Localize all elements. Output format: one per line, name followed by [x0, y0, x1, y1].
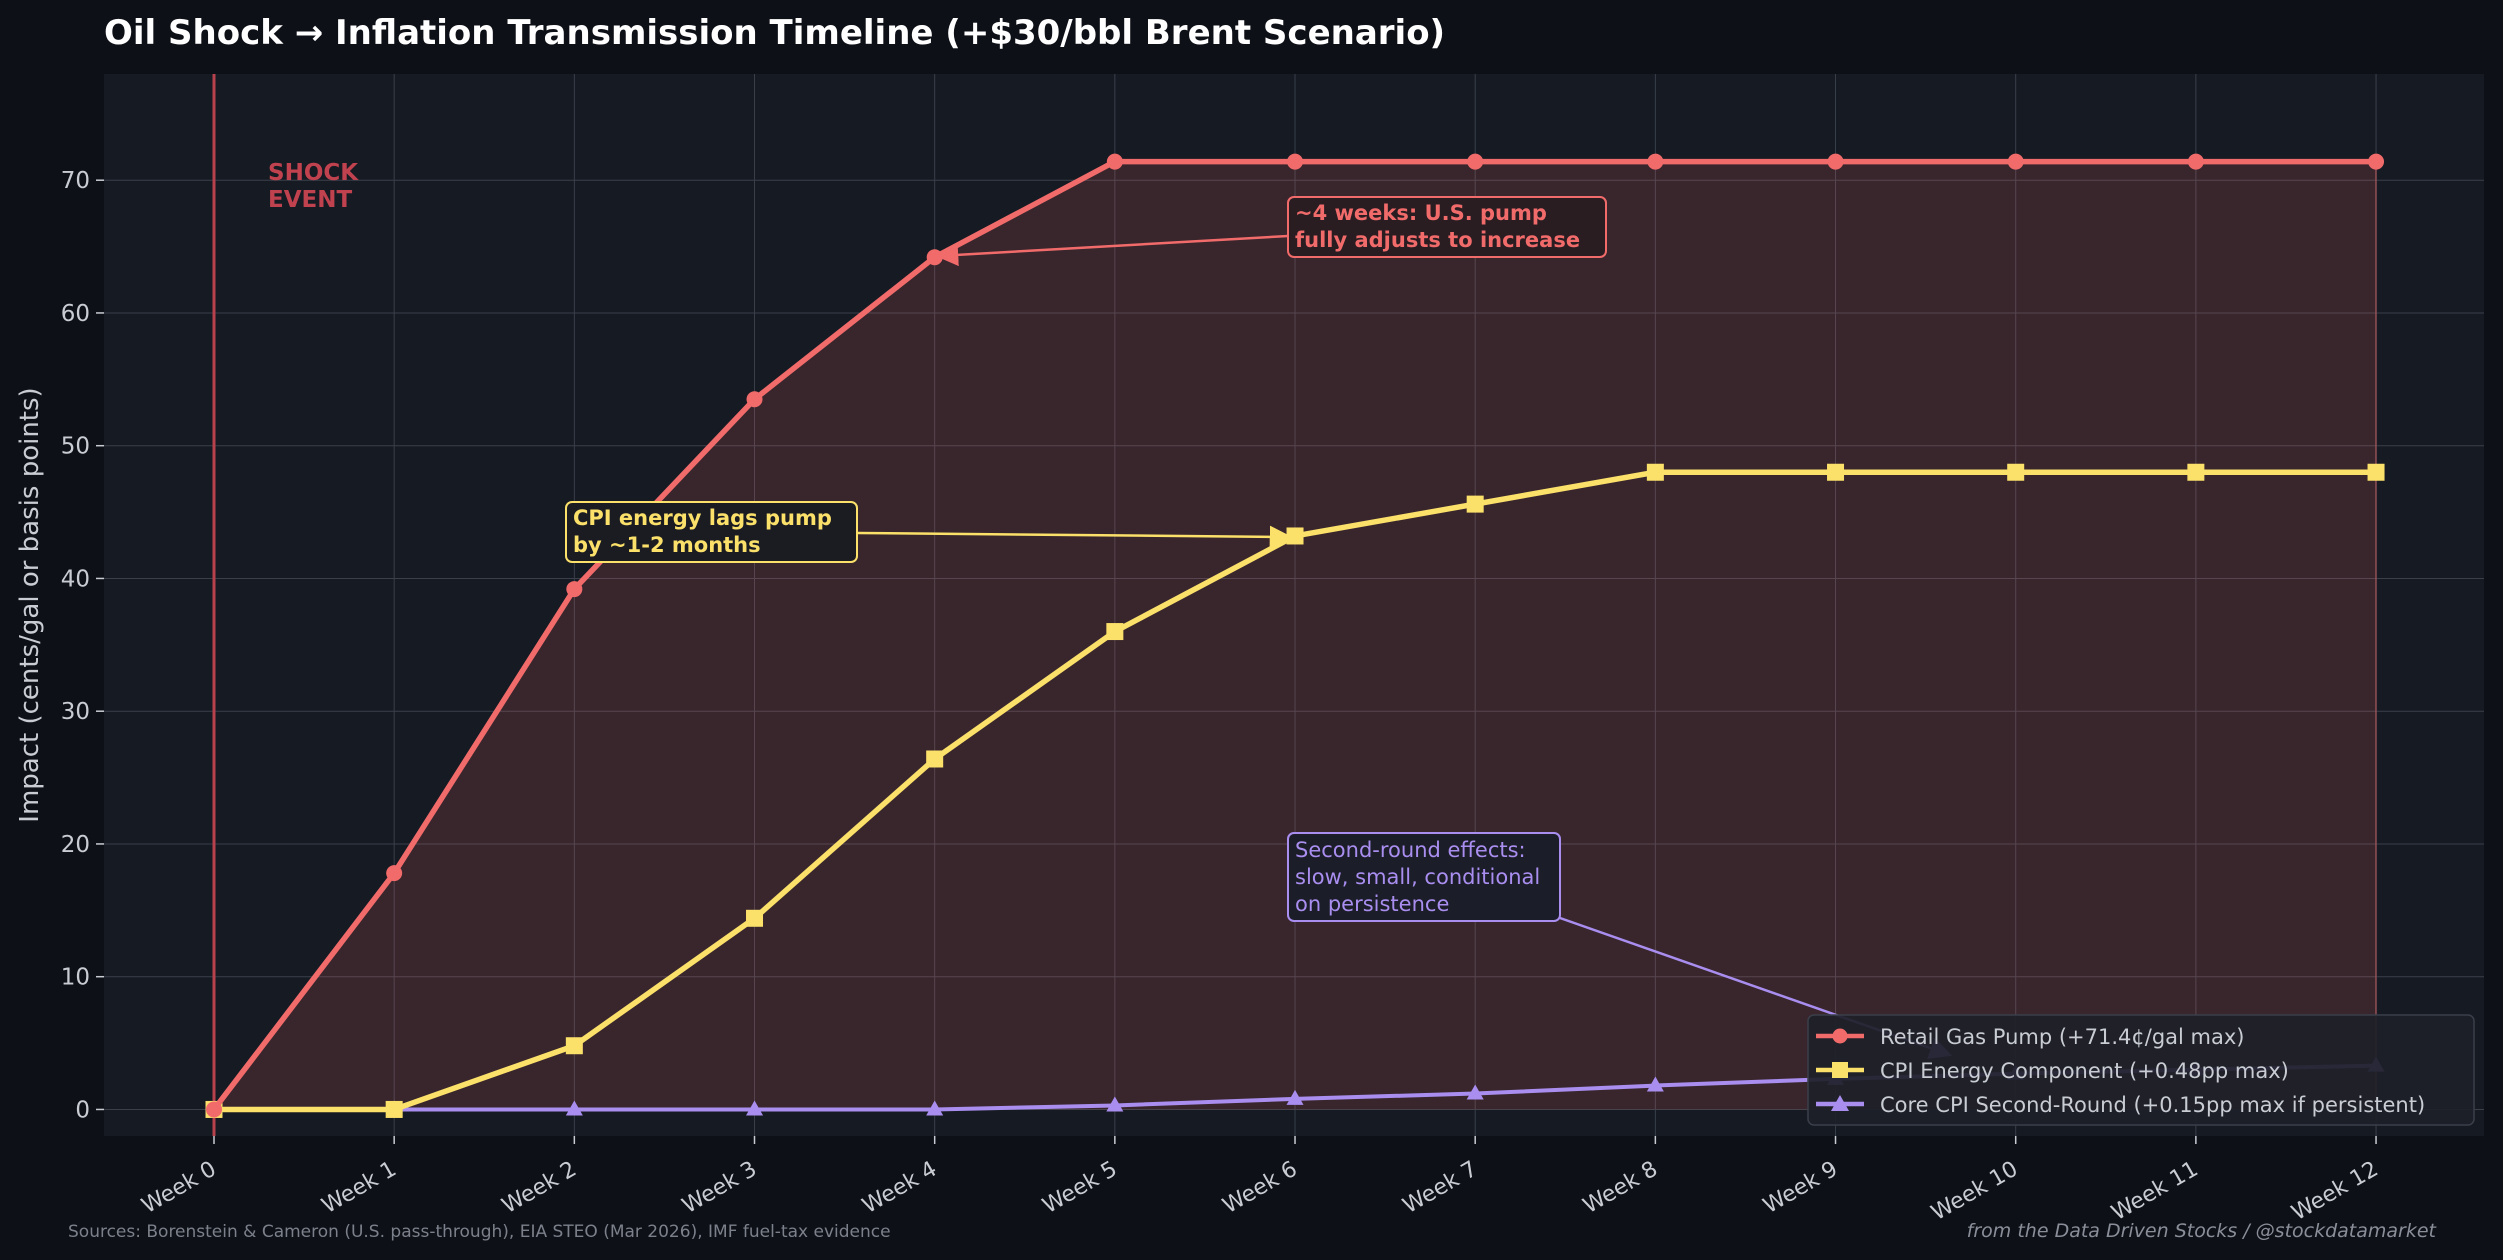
chart-title: Oil Shock → Inflation Transmission Timel… — [104, 13, 1445, 53]
x-tick-label: Week 12 — [2288, 1157, 2383, 1226]
y-tick-label: 70 — [61, 168, 90, 194]
data-point — [385, 1100, 403, 1118]
legend: Retail Gas Pump (+71.4¢/gal max) CPI Ene… — [1807, 1014, 2475, 1126]
data-point — [926, 249, 943, 266]
series-1 — [205, 463, 2385, 1118]
x-tick-label: Week 2 — [498, 1157, 581, 1219]
data-point — [1647, 153, 1664, 170]
x-tick-label: Week 10 — [1927, 1157, 2022, 1226]
y-tick-label: 20 — [61, 832, 90, 858]
x-tick-label: Week 3 — [678, 1157, 761, 1219]
data-point — [565, 1100, 583, 1116]
data-point — [2007, 463, 2025, 481]
data-point — [1467, 153, 1484, 170]
data-point — [2367, 463, 2385, 481]
data-point — [746, 1100, 764, 1116]
data-point — [926, 1100, 944, 1116]
sources-note: Sources: Borenstein & Cameron (U.S. pass… — [68, 1222, 891, 1242]
x-tick-label: Week 11 — [2107, 1157, 2202, 1226]
legend-box — [1807, 1014, 2475, 1126]
data-point — [2187, 153, 2204, 170]
data-point — [206, 1101, 222, 1118]
pump-fill-area — [214, 161, 2378, 1110]
x-tick-label: Week 8 — [1579, 1157, 1662, 1219]
svg-text:CPI energy lags pump by: CPI energy lags pump by ~1-2 months — [573, 506, 839, 557]
x-tick-label: Week 4 — [858, 1157, 941, 1219]
x-tick-label: Week 9 — [1759, 1157, 1842, 1219]
data-point — [566, 581, 583, 598]
x-tick-label: Week 6 — [1219, 1157, 1302, 1219]
y-tick-label: 40 — [61, 566, 90, 592]
data-point — [1827, 463, 1845, 481]
y-axis: 0 10 20 30 40 50 60 70 — [61, 168, 104, 1123]
legend-label-core-cpi: Core CPI Second-Round (+0.15pp max if pe… — [1880, 1093, 2425, 1117]
y-tick-label: 50 — [61, 434, 90, 460]
y-tick-label: 60 — [61, 301, 90, 327]
x-tick-label: Week 7 — [1399, 1157, 1482, 1219]
data-point — [1286, 1089, 1304, 1105]
x-tick-label: Week 1 — [318, 1157, 401, 1219]
y-tick-label: 30 — [61, 699, 90, 725]
data-point — [1106, 1096, 1124, 1112]
legend-label-cpi-energy: CPI Energy Component (+0.48pp max) — [1880, 1059, 2289, 1083]
grid — [104, 74, 2484, 1136]
data-point — [386, 865, 403, 882]
shock-event-label: SHOCK EVENT — [268, 160, 366, 213]
data-point — [1466, 1084, 1484, 1100]
credit-note: from the Data Driven Stocks / @stockdata… — [1967, 1220, 2438, 1242]
data-point — [1466, 495, 1484, 513]
data-point — [2187, 463, 2205, 481]
data-point — [1106, 623, 1124, 641]
pump-fill — [214, 161, 2377, 1110]
data-point — [1646, 1076, 1664, 1092]
svg-text:~4 weeks: U.S. pump full: ~4 weeks: U.S. pump fully adjusts to inc… — [1295, 201, 1580, 252]
annotation-pump: ~4 weeks: U.S. pump fully adjusts to inc… — [935, 196, 1607, 267]
data-point — [1106, 153, 1123, 170]
legend-item-core-cpi: Core CPI Second-Round (+0.15pp max if pe… — [1816, 1093, 2425, 1117]
x-tick-label: Week 5 — [1039, 1157, 1122, 1219]
svg-text:Second-round effects: sl: Second-round effects: slow, small, condi… — [1295, 838, 1547, 916]
data-point — [565, 1037, 583, 1055]
legend-label-pump: Retail Gas Pump (+71.4¢/gal max) — [1880, 1025, 2244, 1049]
x-axis: Week 0 Week 1 Week 2 Week 3 Week 4 Week 5 Week… — [138, 1136, 2383, 1226]
annotation-cpi: CPI energy lags pump by ~1-2 months — [565, 501, 1293, 563]
annotation-pump-arrow — [935, 234, 1289, 267]
y-tick-label: 10 — [61, 965, 90, 991]
data-point — [926, 750, 944, 768]
legend-item-cpi-energy: CPI Energy Component (+0.48pp max) — [1816, 1059, 2289, 1083]
x-tick-label: Week 0 — [138, 1157, 221, 1219]
annotation-cpi-arrow — [856, 525, 1293, 549]
y-axis-label: Impact (cents/gal or basis points) — [15, 387, 45, 822]
annotation-core: Second-round effects: slow, small, condi… — [1287, 832, 1953, 1059]
data-point — [2368, 153, 2385, 170]
data-point — [746, 391, 763, 408]
legend-item-pump: Retail Gas Pump (+71.4¢/gal max) — [1816, 1025, 2244, 1049]
data-point — [1646, 463, 1664, 481]
data-point — [1287, 153, 1304, 170]
y-tick-label: 0 — [75, 1097, 90, 1123]
data-point — [746, 909, 764, 927]
data-point — [1827, 153, 1844, 170]
series-0 — [206, 153, 2385, 1118]
data-point — [2007, 153, 2024, 170]
